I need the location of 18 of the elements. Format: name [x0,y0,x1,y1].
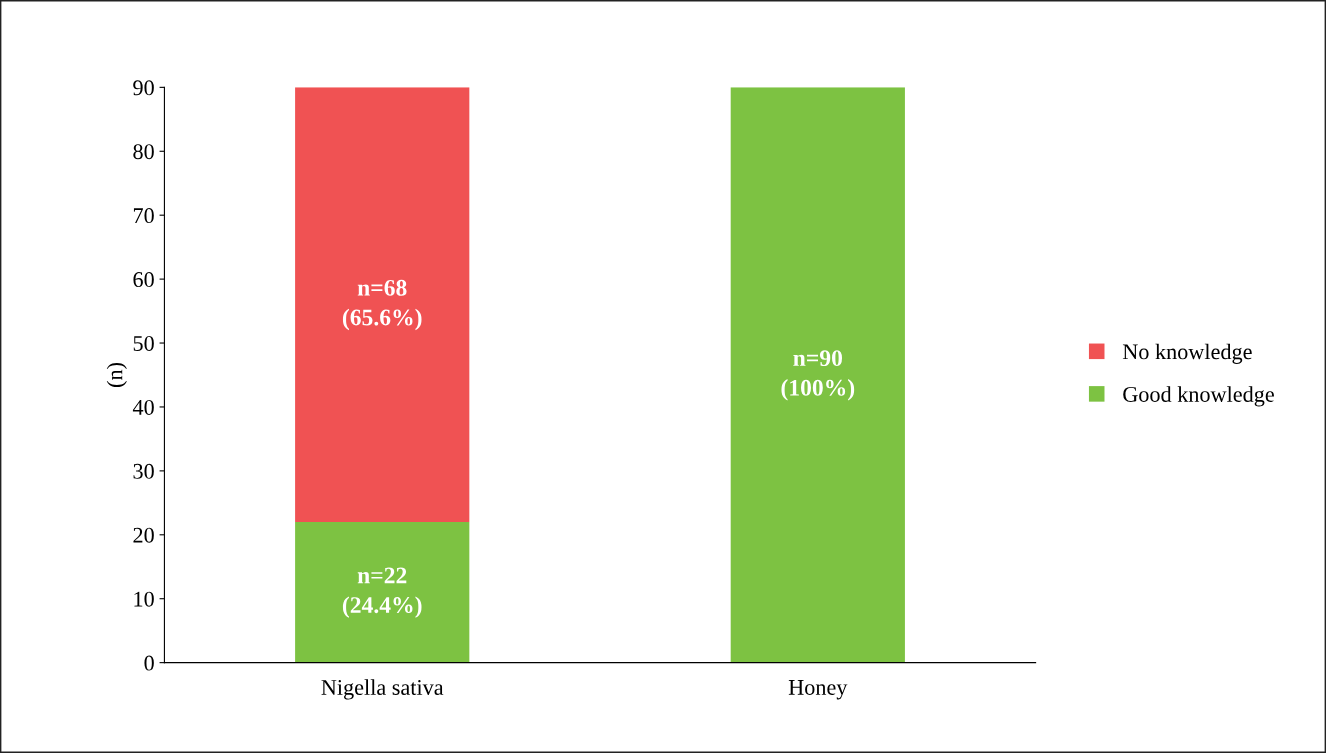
y-tick-label: 10 [134,591,154,607]
y-tick-label: 80 [133,144,154,160]
x-tick-label: Honey [788,680,848,700]
legend-label: Good knowledge [1123,386,1274,407]
data-label: n=22 (24.4%) [342,567,422,618]
y-tick-label: 0 [144,655,154,671]
y-tick-label: 30 [133,463,154,479]
data-label: n=68 (65.6%) [342,279,422,331]
y-axis-title: (n) [106,363,127,387]
y-tick-label: 90 [133,80,154,96]
y-tick-label: 40 [132,399,154,415]
y-tick-label: 50 [133,335,154,351]
x-tick-label: Nigella sativa [321,679,444,700]
data-label: n=90 (100%) [781,350,855,401]
y-tick-label: 60 [133,272,154,288]
legend-label: No knowledge [1122,343,1252,364]
y-tick-label: 20 [133,527,154,543]
y-tick-label: 70 [133,208,154,224]
